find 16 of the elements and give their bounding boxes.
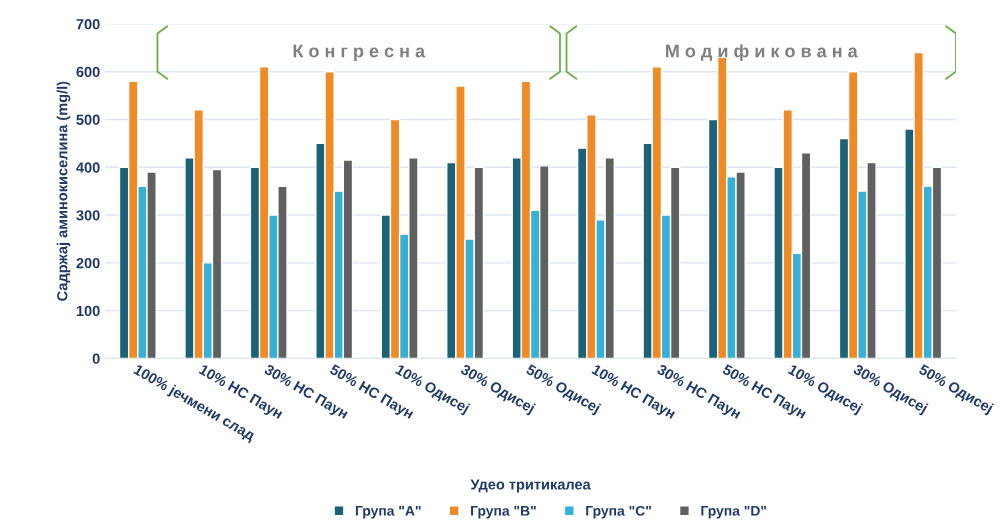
annotation: М о д и ф и к о в а н а [666,44,858,61]
y-tick-label: 500 [76,114,100,125]
y-tick-label: 600 [76,66,100,78]
legend-label: Група "D" [701,506,767,519]
y-tick-label: 300 [76,210,100,221]
legend-label: Група "C" [586,505,651,519]
legend-label: Група "B" [471,506,536,519]
y-tick-label: 0 [92,353,100,364]
annotation: К о н г р е с н а [293,44,426,61]
y-tick-label: 200 [76,257,100,269]
legend-label: Група "A" [355,506,421,519]
y-tick-label: 700 [76,19,100,30]
y-tick-label: 100 [76,305,100,317]
y-tick-label: 400 [76,162,100,173]
y-axis-title: Садржај аминокиселина (mg/l) [56,81,71,301]
x-axis-title: Удео тритикалеа [470,479,591,493]
